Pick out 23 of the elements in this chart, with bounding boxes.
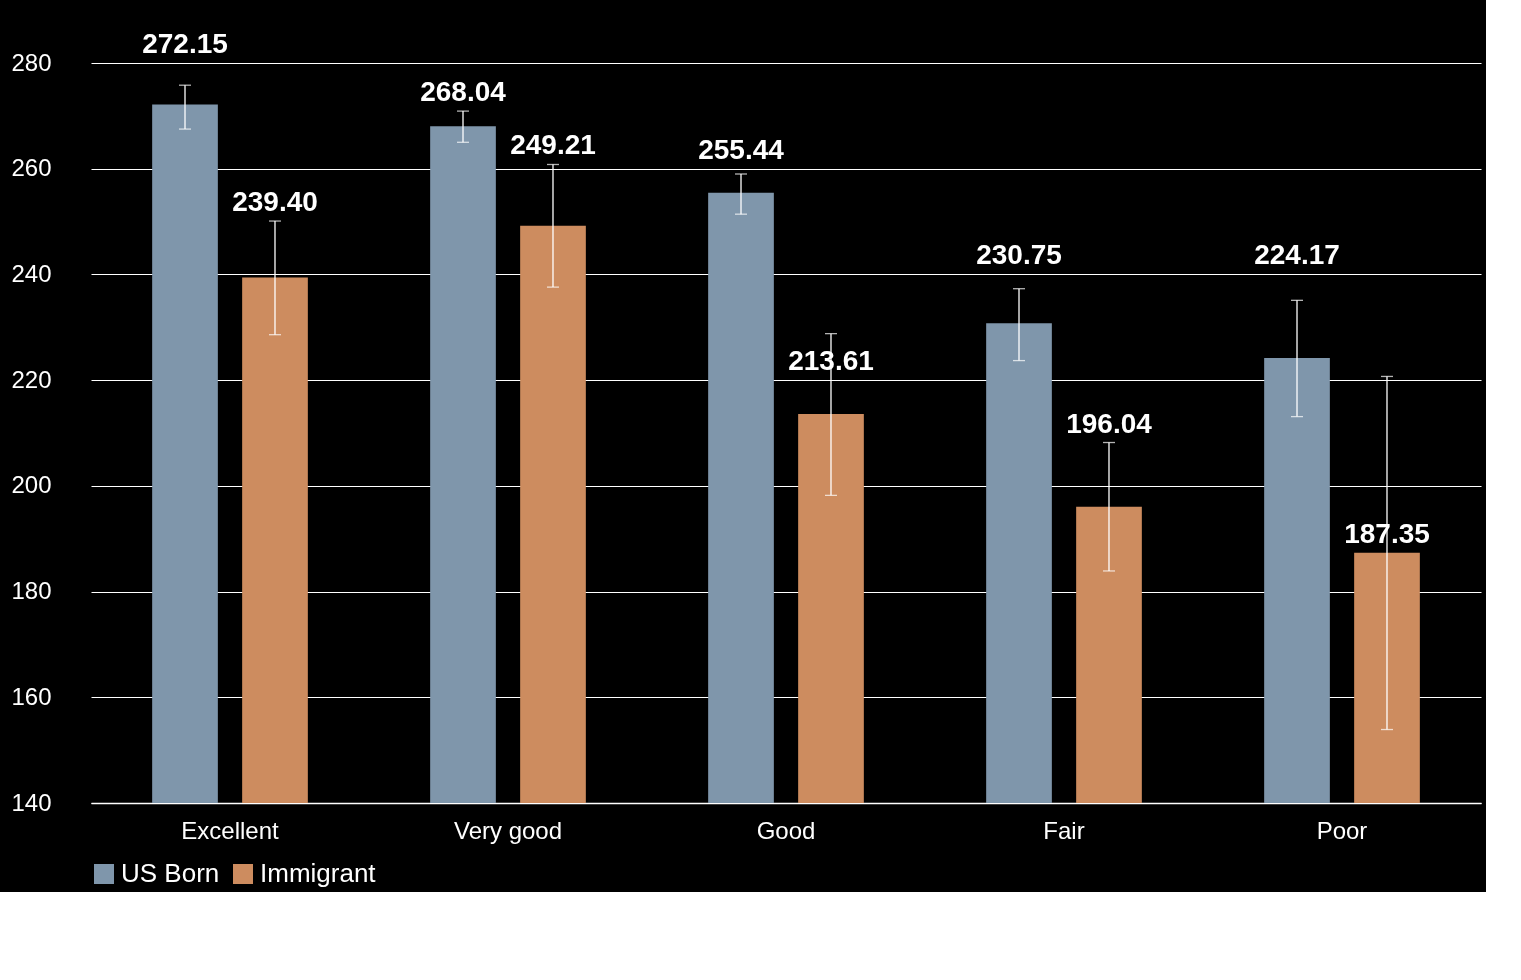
y-tick-label: 280	[11, 48, 52, 76]
y-tick-label: 200	[11, 471, 52, 499]
data-label: 239.40	[232, 186, 318, 218]
y-tick-label: 260	[11, 154, 52, 182]
x-tick-label: Excellent	[181, 816, 280, 844]
y-tick-label: 180	[11, 577, 52, 605]
data-label: 249.21	[510, 129, 596, 161]
data-label: 268.04	[420, 76, 507, 108]
x-tick-label: Good	[756, 816, 816, 844]
x-tick-label: Fair	[1043, 816, 1085, 844]
data-label: 230.75	[976, 239, 1062, 271]
legend-label: US Born	[121, 858, 220, 888]
x-tick-label: Very good	[453, 816, 563, 844]
data-label: 272.15	[142, 28, 228, 59]
data-label: 196.04	[1066, 407, 1153, 439]
data-label: 255.44	[698, 133, 785, 165]
x-tick-label: Poor	[1316, 816, 1368, 844]
legend-label: Immigrant	[260, 858, 377, 888]
data-label: 224.17	[1254, 239, 1340, 271]
y-tick-label: 240	[11, 259, 52, 287]
y-tick-label: 220	[11, 365, 52, 393]
y-tick-label: 160	[11, 682, 52, 710]
y-tick-label: 140	[11, 788, 52, 816]
